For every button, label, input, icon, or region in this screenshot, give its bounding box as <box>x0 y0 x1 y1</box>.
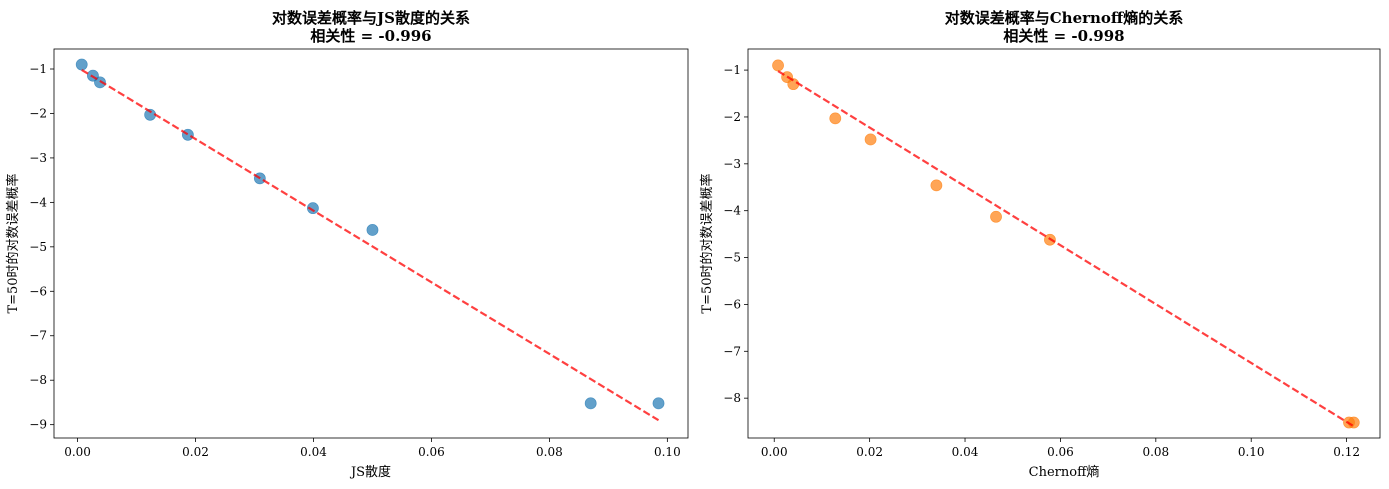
y-tick-label: −8 <box>29 373 47 387</box>
x-tick-label: 0.04 <box>952 445 979 459</box>
x-tick-label: 0.08 <box>1142 445 1169 459</box>
regression-line <box>777 70 1355 428</box>
y-tick-label: −2 <box>29 106 47 120</box>
scatter-point <box>652 397 665 410</box>
y-tick-label: −6 <box>723 297 741 311</box>
x-axis-label: JS散度 <box>349 464 391 480</box>
chart-title: 对数误差概率与Chernoff熵的关系 <box>945 9 1184 27</box>
scatter-point <box>990 210 1002 223</box>
y-tick-label: −4 <box>29 195 47 209</box>
y-tick-label: −4 <box>723 204 741 218</box>
x-tick-label: 0.02 <box>856 445 883 459</box>
scatter-point <box>864 133 877 146</box>
x-tick-label: 0.00 <box>761 445 788 459</box>
plot-frame <box>747 48 1381 439</box>
y-tick-label: −8 <box>723 391 741 405</box>
scatter-point <box>307 202 319 215</box>
x-tick-label: 0.02 <box>182 445 209 459</box>
y-tick-label: −7 <box>723 344 741 358</box>
chart-subtitle: 相关性 = -0.996 <box>310 27 431 45</box>
y-tick-label: −1 <box>29 62 47 76</box>
scatter-point <box>1347 416 1360 429</box>
x-tick-label: 0.00 <box>64 445 91 459</box>
regression-line <box>81 68 660 422</box>
scatter-point <box>584 397 597 410</box>
y-tick-label: −5 <box>29 240 47 254</box>
x-tick-label: 0.12 <box>1333 445 1360 459</box>
chart-title: 对数误差概率与JS散度的关系 <box>272 9 470 27</box>
x-tick-label: 0.04 <box>300 445 327 459</box>
y-tick-label: −3 <box>29 151 47 165</box>
scatter-point <box>366 224 379 236</box>
scatter-point <box>930 179 943 192</box>
y-tick-label: −2 <box>723 110 741 124</box>
scatter-point <box>829 112 842 125</box>
x-axis-label: Chernoff熵 <box>1029 464 1100 480</box>
x-tick-label: 0.06 <box>1047 445 1074 459</box>
y-tick-label: −1 <box>723 63 741 77</box>
x-tick-label: 0.08 <box>536 445 563 459</box>
y-tick-label: −7 <box>29 329 47 343</box>
y-tick-label: −9 <box>29 418 47 432</box>
plot-frame <box>53 48 689 439</box>
scatter-point <box>772 59 784 72</box>
y-tick-label: −3 <box>723 157 741 171</box>
scatter-point <box>94 76 106 89</box>
scatter-point <box>75 58 88 71</box>
x-tick-label: 0.06 <box>418 445 445 459</box>
y-axis-label: T=50时的对数误差概率 <box>699 173 715 313</box>
y-tick-label: −5 <box>723 251 741 265</box>
x-tick-label: 0.10 <box>654 445 681 459</box>
chart-subtitle: 相关性 = -0.998 <box>1003 27 1124 45</box>
y-tick-label: −6 <box>29 284 47 298</box>
x-tick-label: 0.10 <box>1238 445 1265 459</box>
y-axis-label: T=50时的对数误差概率 <box>5 173 21 313</box>
